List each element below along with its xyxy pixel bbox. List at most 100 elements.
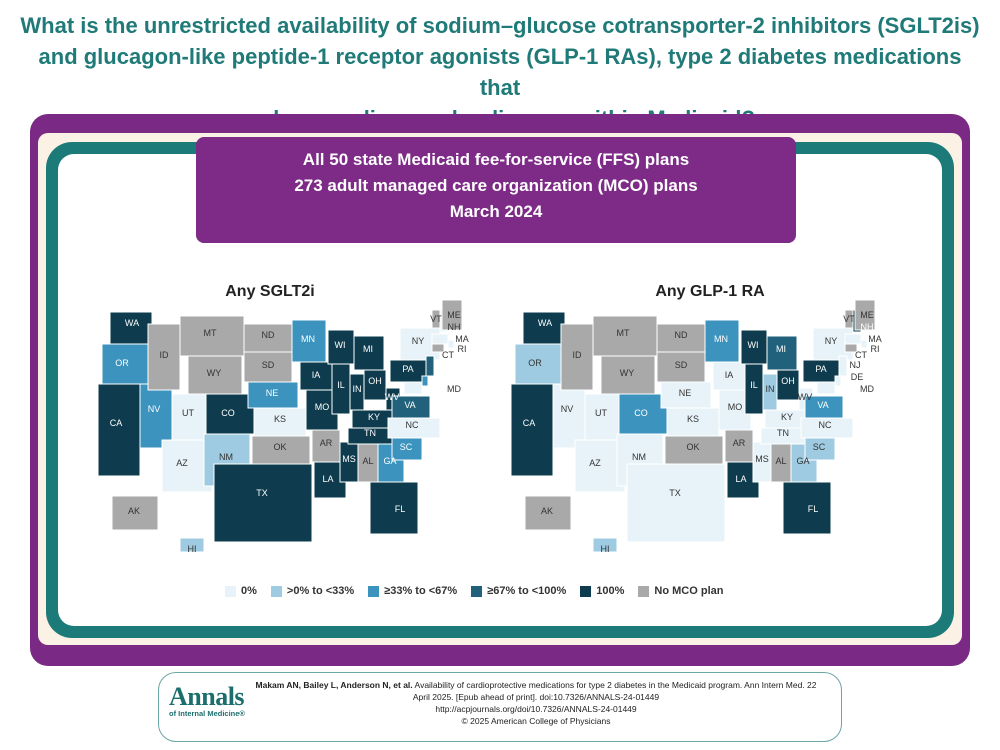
state-label-mt: MT (617, 328, 630, 338)
state-label-ut: UT (595, 408, 607, 418)
map-title-sglt2i: Any SGLT2i (225, 283, 315, 300)
state-label-ri: RI (458, 344, 467, 354)
state-label-va: VA (404, 400, 415, 410)
state-ma (431, 333, 449, 345)
state-label-ms: MS (755, 454, 769, 464)
state-ct (431, 343, 445, 353)
banner-line-1: All 50 state Medicaid fee-for-service (F… (302, 150, 690, 169)
state-wi (327, 329, 355, 365)
state-label-nh: NH (861, 322, 874, 332)
state-label-md: MD (447, 384, 461, 394)
state-label-de: DE (438, 372, 451, 382)
state-label-de: DE (851, 372, 864, 382)
state-label-il: IL (337, 380, 345, 390)
state-sd (243, 351, 293, 383)
state-label-nj: NJ (850, 360, 861, 370)
citation-doi-link[interactable]: http://acpjournals.org/doi/10.7326/ANNAL… (435, 704, 637, 714)
state-label-co: CO (221, 408, 235, 418)
state-label-wv: WV (798, 392, 813, 402)
state-label-ky: KY (781, 412, 793, 422)
state-ct (844, 343, 858, 353)
legend-item-2: ≥33% to <67% (368, 585, 457, 597)
state-label-nd: ND (675, 330, 688, 340)
state-label-ky: KY (368, 412, 380, 422)
state-ca (510, 383, 554, 477)
state-label-la: LA (322, 474, 333, 484)
citation-text: Makam AN, Bailey L, Anderson N, et al. A… (251, 679, 821, 727)
state-label-co: CO (634, 408, 648, 418)
state-label-me: ME (860, 310, 874, 320)
state-nj (838, 355, 848, 377)
state-label-va: VA (817, 400, 828, 410)
state-label-mo: MO (728, 402, 743, 412)
state-label-me: ME (447, 310, 461, 320)
state-label-sd: SD (675, 360, 688, 370)
citation-line-2: April 2025. [Epub ahead of print]. doi:1… (412, 692, 660, 702)
legend-label: 100% (596, 585, 625, 597)
scope-banner: All 50 state Medicaid fee-for-service (F… (196, 137, 796, 243)
state-label-ga: GA (383, 456, 396, 466)
citation-box: Annals of Internal Medicine® Makam AN, B… (158, 672, 842, 742)
state-label-tx: TX (256, 488, 268, 498)
state-label-oh: OH (781, 376, 795, 386)
state-ak (111, 495, 159, 531)
state-sc (804, 437, 836, 461)
state-label-mi: MI (776, 344, 786, 354)
state-or (514, 343, 562, 385)
state-tx (213, 463, 313, 543)
state-label-nv: NV (148, 404, 161, 414)
state-label-fl: FL (395, 504, 406, 514)
state-label-mn: MN (714, 334, 728, 344)
state-label-ks: KS (274, 414, 286, 424)
state-label-in: IN (766, 384, 775, 394)
state-nj (425, 355, 435, 377)
state-label-tn: TN (364, 428, 376, 438)
citation-line-1: Makam AN, Bailey L, Anderson N, et al. A… (251, 679, 821, 691)
state-label-oh: OH (368, 376, 382, 386)
state-ca (97, 383, 141, 477)
state-label-ny: NY (825, 336, 838, 346)
state-label-wv: WV (385, 392, 400, 402)
state-label-nv: NV (561, 404, 574, 414)
state-de (834, 375, 842, 387)
state-wy (187, 355, 243, 395)
state-label-wy: WY (207, 368, 222, 378)
state-sd (656, 351, 706, 383)
state-ma (844, 333, 862, 345)
state-label-ca: CA (110, 418, 123, 428)
state-label-ar: AR (320, 438, 333, 448)
legend-item-1: >0% to <33% (270, 585, 354, 597)
legend-swatch (638, 585, 650, 597)
state-oh (776, 369, 800, 401)
state-hi (179, 537, 205, 553)
state-label-la: LA (735, 474, 746, 484)
state-label-ma: MA (868, 334, 882, 344)
legend-item-5: No MCO plan (638, 585, 723, 597)
state-label-ne: NE (266, 388, 279, 398)
state-oh (363, 369, 387, 401)
state-label-pa: PA (815, 364, 826, 374)
state-ia (712, 361, 746, 391)
state-label-ct: CT (442, 350, 454, 360)
map-sglt2i: WA OR CA NV ID MT WY UT AZ CO NM ND SD NE KS OK TX MN IA MO… (97, 300, 469, 554)
state-md (816, 381, 836, 395)
legend-label: No MCO plan (654, 585, 724, 597)
state-label-ct: CT (855, 350, 867, 360)
state-label-ak: AK (541, 506, 553, 516)
legend-swatch (580, 585, 592, 597)
state-label-tn: TN (777, 428, 789, 438)
state-id (147, 323, 181, 391)
state-label-nc: NC (406, 420, 419, 430)
state-ne (660, 381, 712, 409)
state-label-il: IL (750, 380, 758, 390)
state-me (854, 300, 876, 331)
state-ak (524, 495, 572, 531)
citation-copyright: © 2025 American College of Physicians (461, 716, 611, 726)
headline-line-1: What is the unrestricted availability of… (20, 13, 980, 38)
legend-label: ≥67% to <100% (487, 585, 567, 597)
state-hi (592, 537, 618, 553)
state-or (101, 343, 149, 385)
map-glp1ra: WA OR CA NV ID MT WY UT AZ CO NM ND SD NE KS OK TX MN IA MO… (510, 300, 882, 554)
state-label-nm: NM (632, 452, 646, 462)
state-ar (311, 429, 341, 463)
